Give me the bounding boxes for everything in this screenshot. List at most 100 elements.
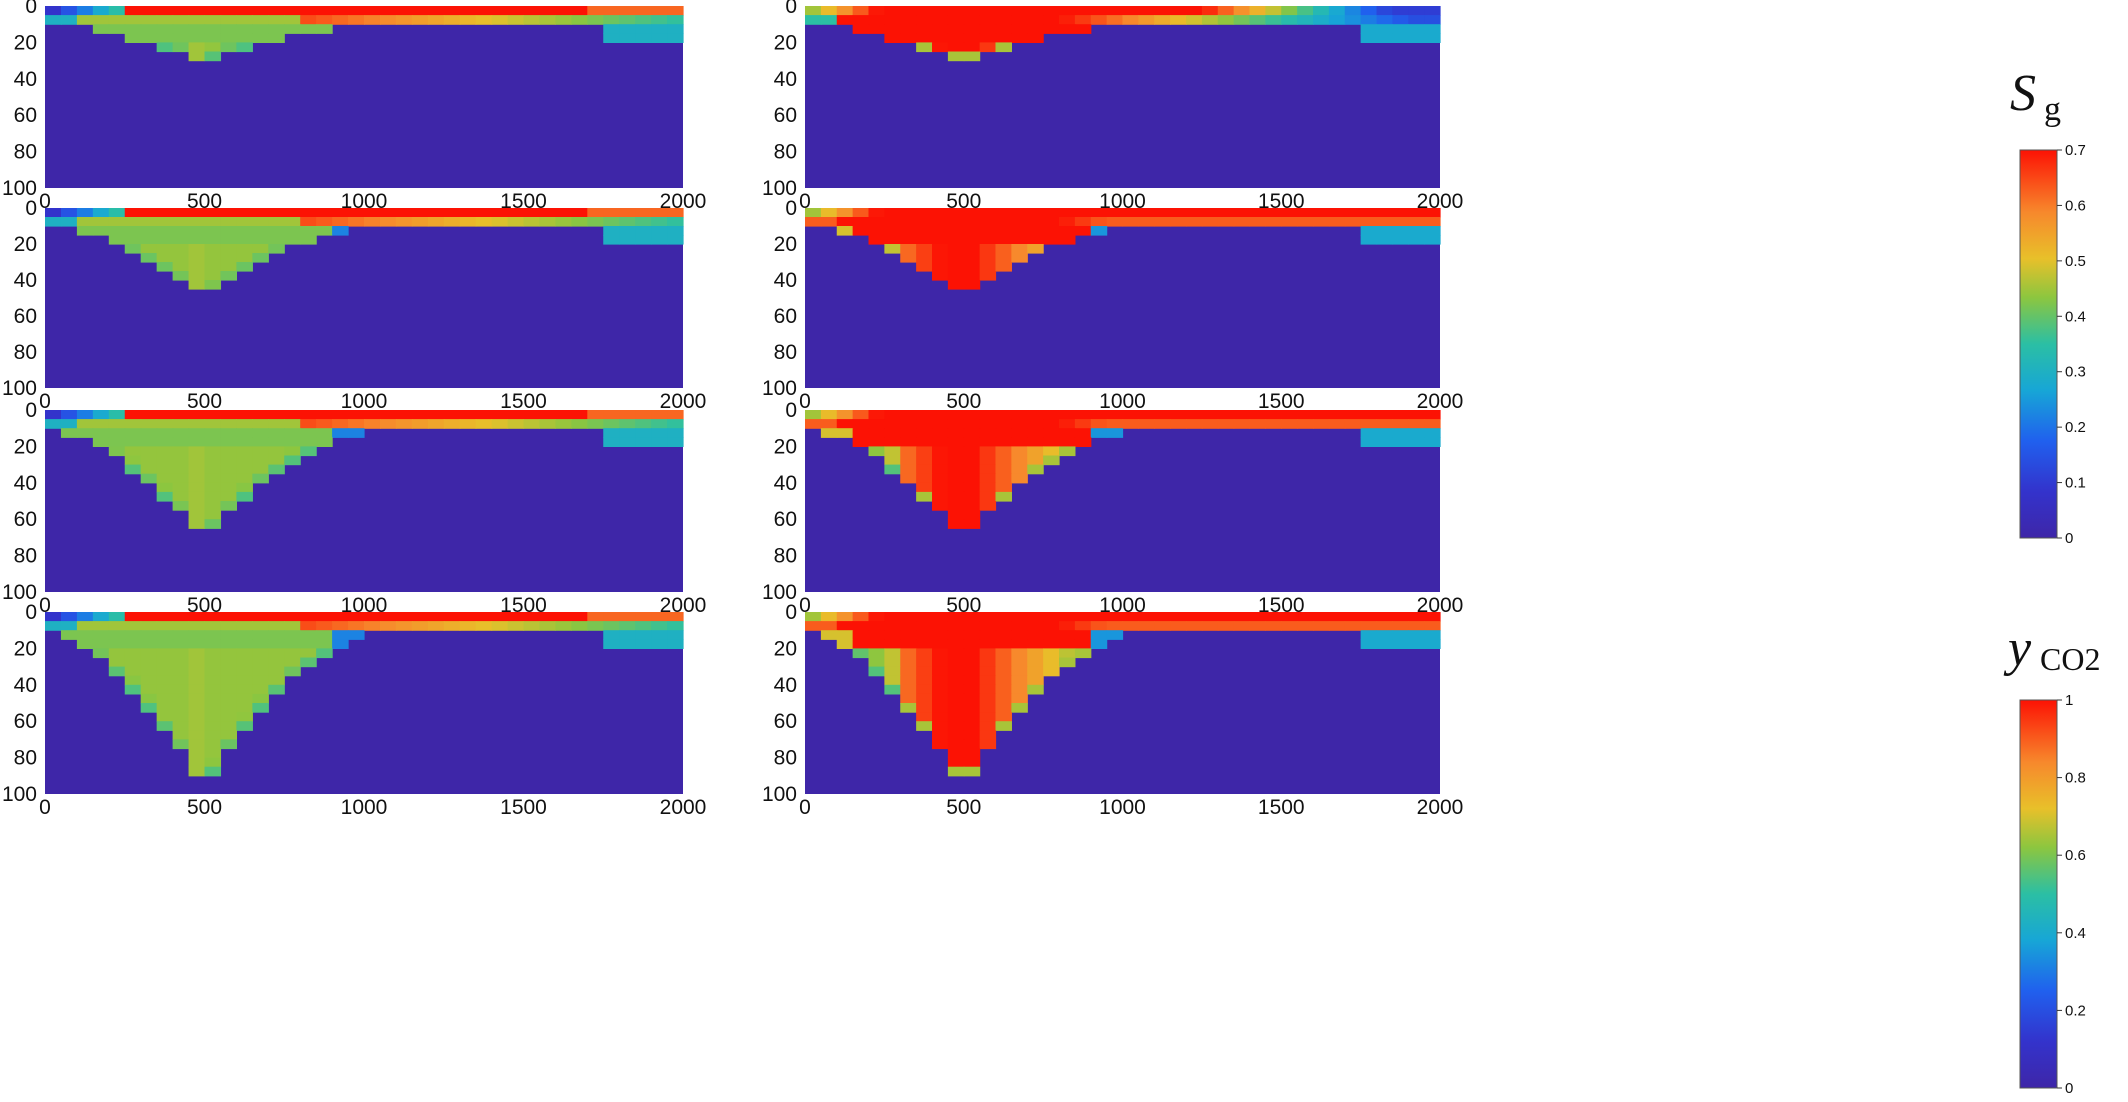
heatmap-cell (332, 6, 349, 16)
heatmap-cell (932, 244, 949, 254)
heatmap-cell (172, 473, 190, 484)
y-tick-label: 100 (2, 783, 37, 806)
heatmap-cell (172, 24, 190, 34)
heatmap-cell (963, 730, 981, 740)
heatmap-cell (1027, 419, 1044, 429)
heatmap-cell (916, 657, 933, 668)
heatmap-cell (427, 208, 445, 218)
heatmap-cell (332, 15, 349, 25)
heatmap-cell (1408, 226, 1425, 236)
heatmap-cell (284, 6, 301, 16)
heatmap-cell (1059, 208, 1076, 218)
colorbar-tick-label: 0.1 (2065, 475, 2086, 492)
heatmap-cell (555, 410, 572, 420)
heatmap-cell (188, 721, 206, 731)
heatmap-cell (1027, 630, 1044, 640)
heatmap-cell (963, 280, 981, 290)
heatmap-cell (916, 42, 933, 53)
heatmap-cell (348, 208, 365, 218)
heatmap-cell (995, 235, 1012, 245)
heatmap-cell (1408, 428, 1425, 438)
heatmap-cell (76, 612, 94, 622)
heatmap-cell (932, 262, 949, 272)
heatmap-cell (443, 419, 461, 429)
heatmap-cell (252, 666, 269, 677)
heatmap-cell (932, 473, 949, 484)
heatmap-cell (868, 226, 885, 236)
heatmap-cell (979, 6, 997, 16)
y-tick-label: 60 (774, 710, 797, 733)
heatmap-cell (603, 226, 620, 236)
heatmap-cell (667, 15, 684, 25)
heatmap-cell (1392, 612, 1409, 622)
heatmap-cell (1344, 410, 1362, 420)
heatmap-cell (651, 621, 668, 631)
heatmap-cell (1376, 217, 1393, 227)
heatmap-cell (348, 6, 365, 16)
heatmap-cell (268, 24, 285, 34)
heatmap-cell (491, 612, 509, 622)
heatmap-cell (1074, 630, 1092, 640)
heatmap-cell (1090, 419, 1108, 429)
heatmap-cell (188, 208, 206, 218)
heatmap-cell (539, 208, 556, 218)
heatmap-cell (284, 437, 301, 447)
heatmap-cell (820, 15, 838, 25)
heatmap-cell (507, 419, 525, 429)
heatmap-cell (603, 217, 620, 227)
heatmap-cell (963, 446, 981, 457)
heatmap-cell (1122, 621, 1139, 631)
heatmap-cell (651, 24, 668, 34)
heatmap-cell (603, 621, 620, 631)
heatmap-cell (667, 630, 684, 640)
heatmap-cell (900, 208, 917, 218)
heatmap-cell (603, 419, 620, 429)
heatmap-cell (188, 51, 206, 62)
heatmap-cell (140, 446, 158, 457)
heatmap-cell (156, 217, 174, 227)
heatmap-cell (995, 473, 1012, 484)
y-tick-label: 100 (762, 783, 797, 806)
heatmap-cell (619, 410, 636, 420)
heatmap-cell (523, 6, 541, 16)
heatmap-cell (284, 428, 301, 438)
heatmap-cell (884, 15, 901, 25)
heatmap-cell (188, 612, 206, 622)
heatmap-cell (836, 639, 854, 649)
heatmap-cell (188, 455, 206, 466)
heatmap-cell (1027, 455, 1044, 466)
heatmap-cell (156, 621, 174, 631)
heatmap-cell (1424, 33, 1441, 43)
heatmap-cell (571, 6, 588, 16)
heatmap-cell (427, 621, 445, 631)
heatmap-cell (1265, 208, 1282, 218)
heatmap-cell (316, 6, 333, 16)
heatmap-cell (555, 612, 572, 622)
heatmap-cell (1138, 612, 1155, 622)
heatmap-cell (852, 226, 870, 236)
heatmap-cell (995, 6, 1012, 16)
heatmap-cell (932, 675, 949, 686)
heatmap-cell (268, 666, 285, 677)
heatmap-cell (963, 675, 981, 686)
heatmap-cell (1043, 208, 1060, 218)
heatmap-cell (140, 15, 158, 25)
heatmap-cell (1424, 410, 1441, 420)
heatmap-cell (1074, 612, 1092, 622)
heatmap-cell (1090, 226, 1108, 236)
heatmap-cell (868, 639, 885, 649)
heatmap-cell (916, 15, 933, 25)
heatmap-cell (220, 501, 237, 511)
heatmap-cell (45, 6, 62, 16)
heatmap-cell (188, 410, 206, 420)
heatmap-cell (156, 410, 174, 420)
heatmap-cell (1424, 419, 1441, 429)
heatmap-cell (947, 271, 965, 281)
heatmap-cell (220, 15, 237, 25)
heatmap-cell (124, 419, 142, 429)
heatmap-cell (947, 666, 965, 677)
heatmap-cell (1090, 639, 1108, 649)
heatmap-cell (836, 410, 854, 420)
